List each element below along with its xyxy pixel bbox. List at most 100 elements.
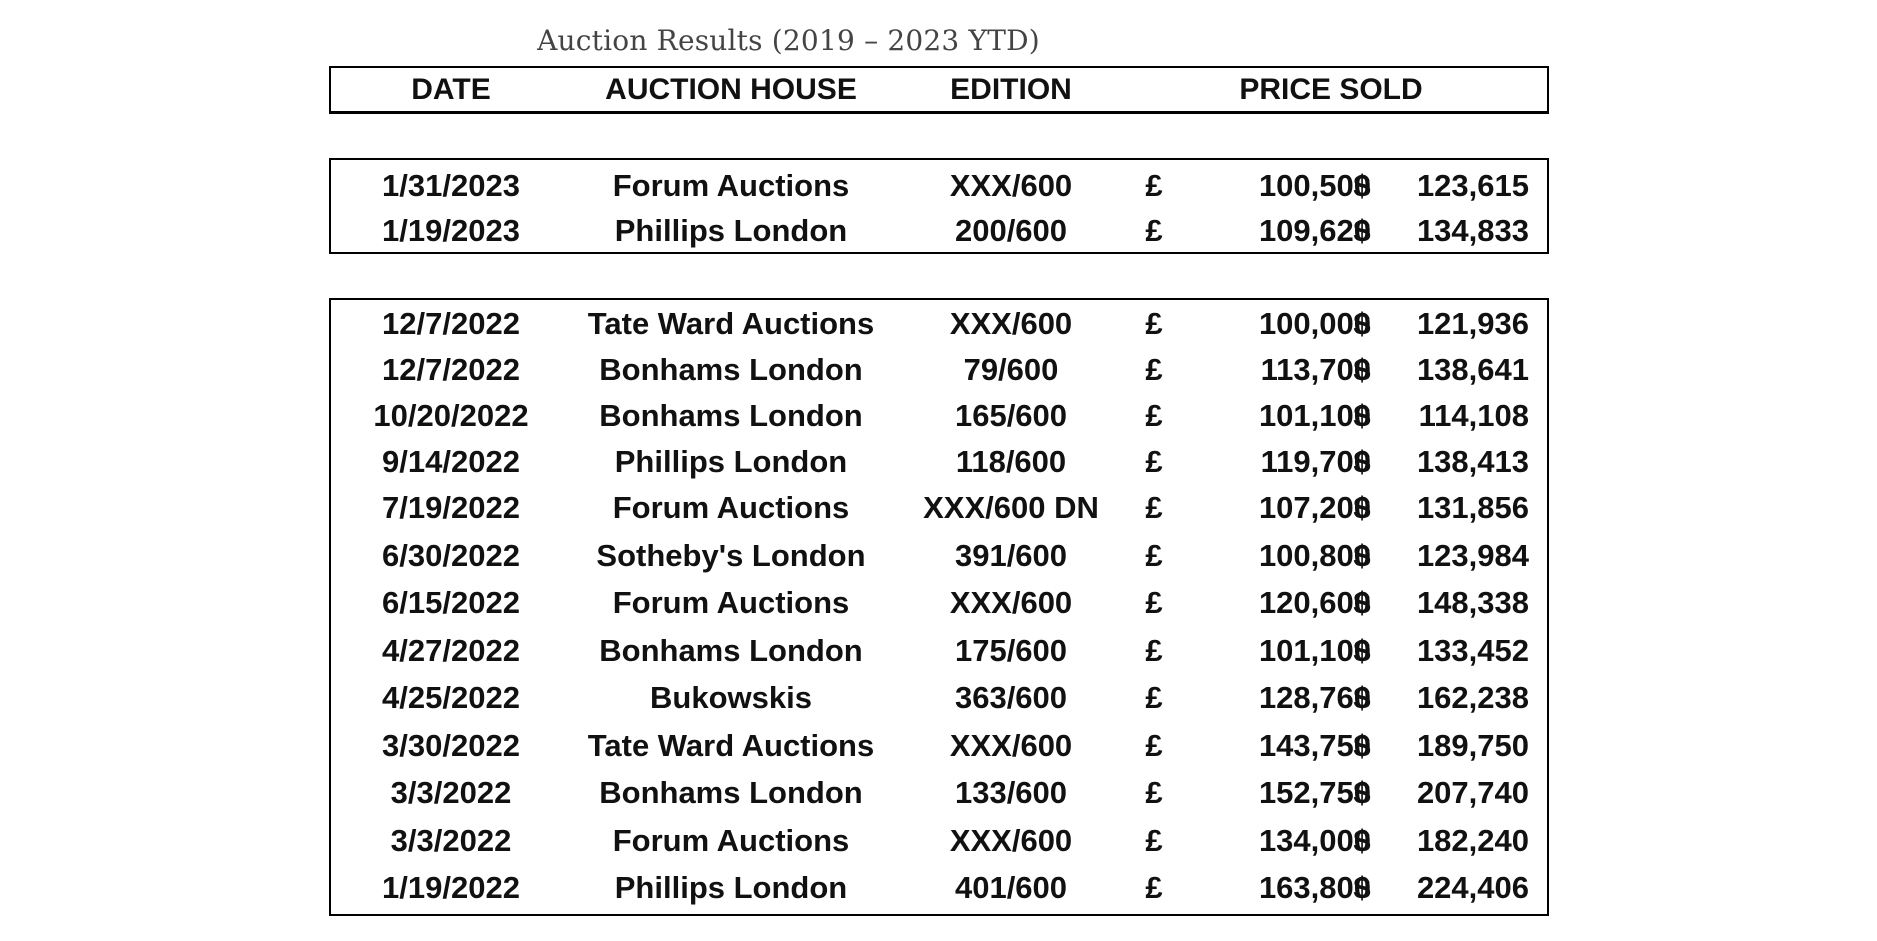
price-gbp-cell: 109,620 xyxy=(1258,213,1371,248)
edition-cell: 200/600 xyxy=(954,213,1068,248)
price-gbp-cell: 120,600 xyxy=(1258,585,1371,620)
header-edition: EDITION xyxy=(950,73,1072,106)
table-row: 1/19/2022 Phillips London 401/600 £163,800 $… xyxy=(331,866,1547,910)
auction-house-cell: Sotheby's London xyxy=(596,537,866,573)
usd-symbol: $ xyxy=(1353,398,1371,433)
edition-cell: XXX/600 DN xyxy=(923,490,1099,525)
price-gbp-cell: 143,750 xyxy=(1258,727,1371,763)
gbp-symbol: £ xyxy=(1145,632,1163,668)
usd-symbol: $ xyxy=(1353,680,1371,715)
results-group-2022: 12/7/2022 Tate Ward Auctions XXX/600 £100,0… xyxy=(329,298,1549,916)
price-usd-cell: 224,406 xyxy=(1416,870,1529,905)
auction-house-cell: Phillips London xyxy=(614,444,848,479)
edition-cell: 175/600 xyxy=(954,632,1068,668)
edition-cell: XXX/600 xyxy=(949,168,1073,203)
price-gbp-cell: 134,000 xyxy=(1258,822,1371,858)
auction-house-cell: Bonhams London xyxy=(599,398,863,433)
table-row: 12/7/2022 Tate Ward Auctions XXX/600 £100,0… xyxy=(331,302,1547,346)
table-row: 10/20/2022 Bonhams London 165/600 £101,100 $… xyxy=(331,394,1547,438)
auction-house-cell: Bonhams London xyxy=(599,352,863,387)
results-group-2023: 1/31/2023 Forum Auctions XXX/600 £100,500 $1… xyxy=(329,158,1549,254)
edition-cell: XXX/600 xyxy=(949,306,1073,341)
usd-symbol: $ xyxy=(1353,537,1371,573)
price-gbp-cell: 128,760 xyxy=(1258,680,1371,715)
usd-symbol: $ xyxy=(1353,775,1371,810)
price-gbp-cell: 107,200 xyxy=(1258,490,1371,525)
edition-cell: 401/600 xyxy=(954,870,1068,905)
gbp-symbol: £ xyxy=(1145,870,1163,905)
table-row: 3/3/2022 Bonhams London 133/600 £152,750 $20… xyxy=(331,771,1547,815)
table-row: 6/30/2022 Sotheby's London 391/600 £100,800… xyxy=(331,534,1547,578)
price-usd-cell: 123,615 xyxy=(1416,168,1529,203)
gbp-symbol: £ xyxy=(1145,585,1163,620)
gbp-symbol: £ xyxy=(1145,213,1163,248)
usd-symbol: $ xyxy=(1353,490,1371,525)
date-cell: 1/31/2023 xyxy=(382,168,520,203)
price-gbp-cell: 100,000 xyxy=(1258,306,1371,341)
auction-house-cell: Bonhams London xyxy=(599,775,863,810)
price-gbp-cell: 100,500 xyxy=(1258,168,1371,203)
auction-house-cell: Forum Auctions xyxy=(612,585,850,620)
price-gbp-cell: 101,100 xyxy=(1258,632,1371,668)
date-cell: 12/7/2022 xyxy=(382,352,520,387)
price-gbp-cell: 113,700 xyxy=(1260,352,1371,387)
date-cell: 3/3/2022 xyxy=(390,822,512,858)
price-usd-cell: 148,338 xyxy=(1416,585,1529,620)
gbp-symbol: £ xyxy=(1145,537,1163,573)
edition-cell: XXX/600 xyxy=(949,727,1073,763)
usd-symbol: $ xyxy=(1353,585,1371,620)
gbp-symbol: £ xyxy=(1145,398,1163,433)
edition-cell: 165/600 xyxy=(954,398,1068,433)
date-cell: 1/19/2023 xyxy=(382,213,520,248)
usd-symbol: $ xyxy=(1353,168,1371,203)
price-usd-cell: 134,833 xyxy=(1416,213,1529,248)
table-row: 3/3/2022 Forum Auctions XXX/600 £134,000 $18… xyxy=(331,819,1547,863)
date-cell: 6/15/2022 xyxy=(382,585,520,620)
price-gbp-cell: 152,750 xyxy=(1258,775,1371,810)
edition-cell: 363/600 xyxy=(954,680,1068,715)
gbp-symbol: £ xyxy=(1145,168,1163,203)
table-row: 9/14/2022 Phillips London 118/600 £119,700 $… xyxy=(331,440,1547,484)
table-header: DATE AUCTION HOUSE EDITION PRICE SOLD xyxy=(329,66,1549,114)
table-row: 6/15/2022 Forum Auctions XXX/600 £120,600 $1… xyxy=(331,581,1547,625)
table-row: 1/19/2023 Phillips London 200/600 £109,620 $… xyxy=(331,209,1547,253)
edition-cell: 391/600 xyxy=(954,537,1068,573)
header-date: DATE xyxy=(411,73,491,106)
price-gbp-cell: 100,800 xyxy=(1258,537,1371,573)
edition-cell: 118/600 xyxy=(955,444,1067,479)
table-row: 1/31/2023 Forum Auctions XXX/600 £100,500 $1… xyxy=(331,164,1547,208)
usd-symbol: $ xyxy=(1353,444,1371,479)
gbp-symbol: £ xyxy=(1145,775,1163,810)
table-row: 3/30/2022 Tate Ward Auctions XXX/600 £143,7… xyxy=(331,724,1547,768)
table-row: 12/7/2022 Bonhams London 79/600 £113,700 $13… xyxy=(331,348,1547,392)
price-usd-cell: 114,108 xyxy=(1418,398,1529,433)
edition-cell: XXX/600 xyxy=(949,822,1073,858)
gbp-symbol: £ xyxy=(1145,444,1163,479)
date-cell: 12/7/2022 xyxy=(382,306,520,341)
page-title: Auction Results (2019 – 2023 YTD) xyxy=(537,24,1040,57)
date-cell: 10/20/2022 xyxy=(373,398,529,433)
gbp-symbol: £ xyxy=(1145,306,1163,341)
gbp-symbol: £ xyxy=(1145,727,1163,763)
auction-house-cell: Forum Auctions xyxy=(612,490,850,525)
price-usd-cell: 121,936 xyxy=(1416,306,1529,341)
usd-symbol: $ xyxy=(1353,352,1371,387)
price-usd-cell: 207,740 xyxy=(1416,775,1529,810)
usd-symbol: $ xyxy=(1353,727,1371,763)
edition-cell: XXX/600 xyxy=(949,585,1073,620)
date-cell: 6/30/2022 xyxy=(382,537,520,573)
price-gbp-cell: 163,800 xyxy=(1258,870,1371,905)
usd-symbol: $ xyxy=(1353,822,1371,858)
auction-house-cell: Tate Ward Auctions xyxy=(587,727,875,763)
price-usd-cell: 138,641 xyxy=(1416,352,1529,387)
date-cell: 1/19/2022 xyxy=(382,870,520,905)
price-gbp-cell: 101,100 xyxy=(1258,398,1371,433)
auction-house-cell: Bukowskis xyxy=(650,680,812,715)
header-auction-house: AUCTION HOUSE xyxy=(605,73,857,106)
date-cell: 4/27/2022 xyxy=(382,632,520,668)
auction-house-cell: Forum Auctions xyxy=(612,168,850,203)
date-cell: 7/19/2022 xyxy=(382,490,520,525)
gbp-symbol: £ xyxy=(1145,680,1163,715)
price-usd-cell: 133,452 xyxy=(1416,632,1529,668)
date-cell: 4/25/2022 xyxy=(382,680,520,715)
